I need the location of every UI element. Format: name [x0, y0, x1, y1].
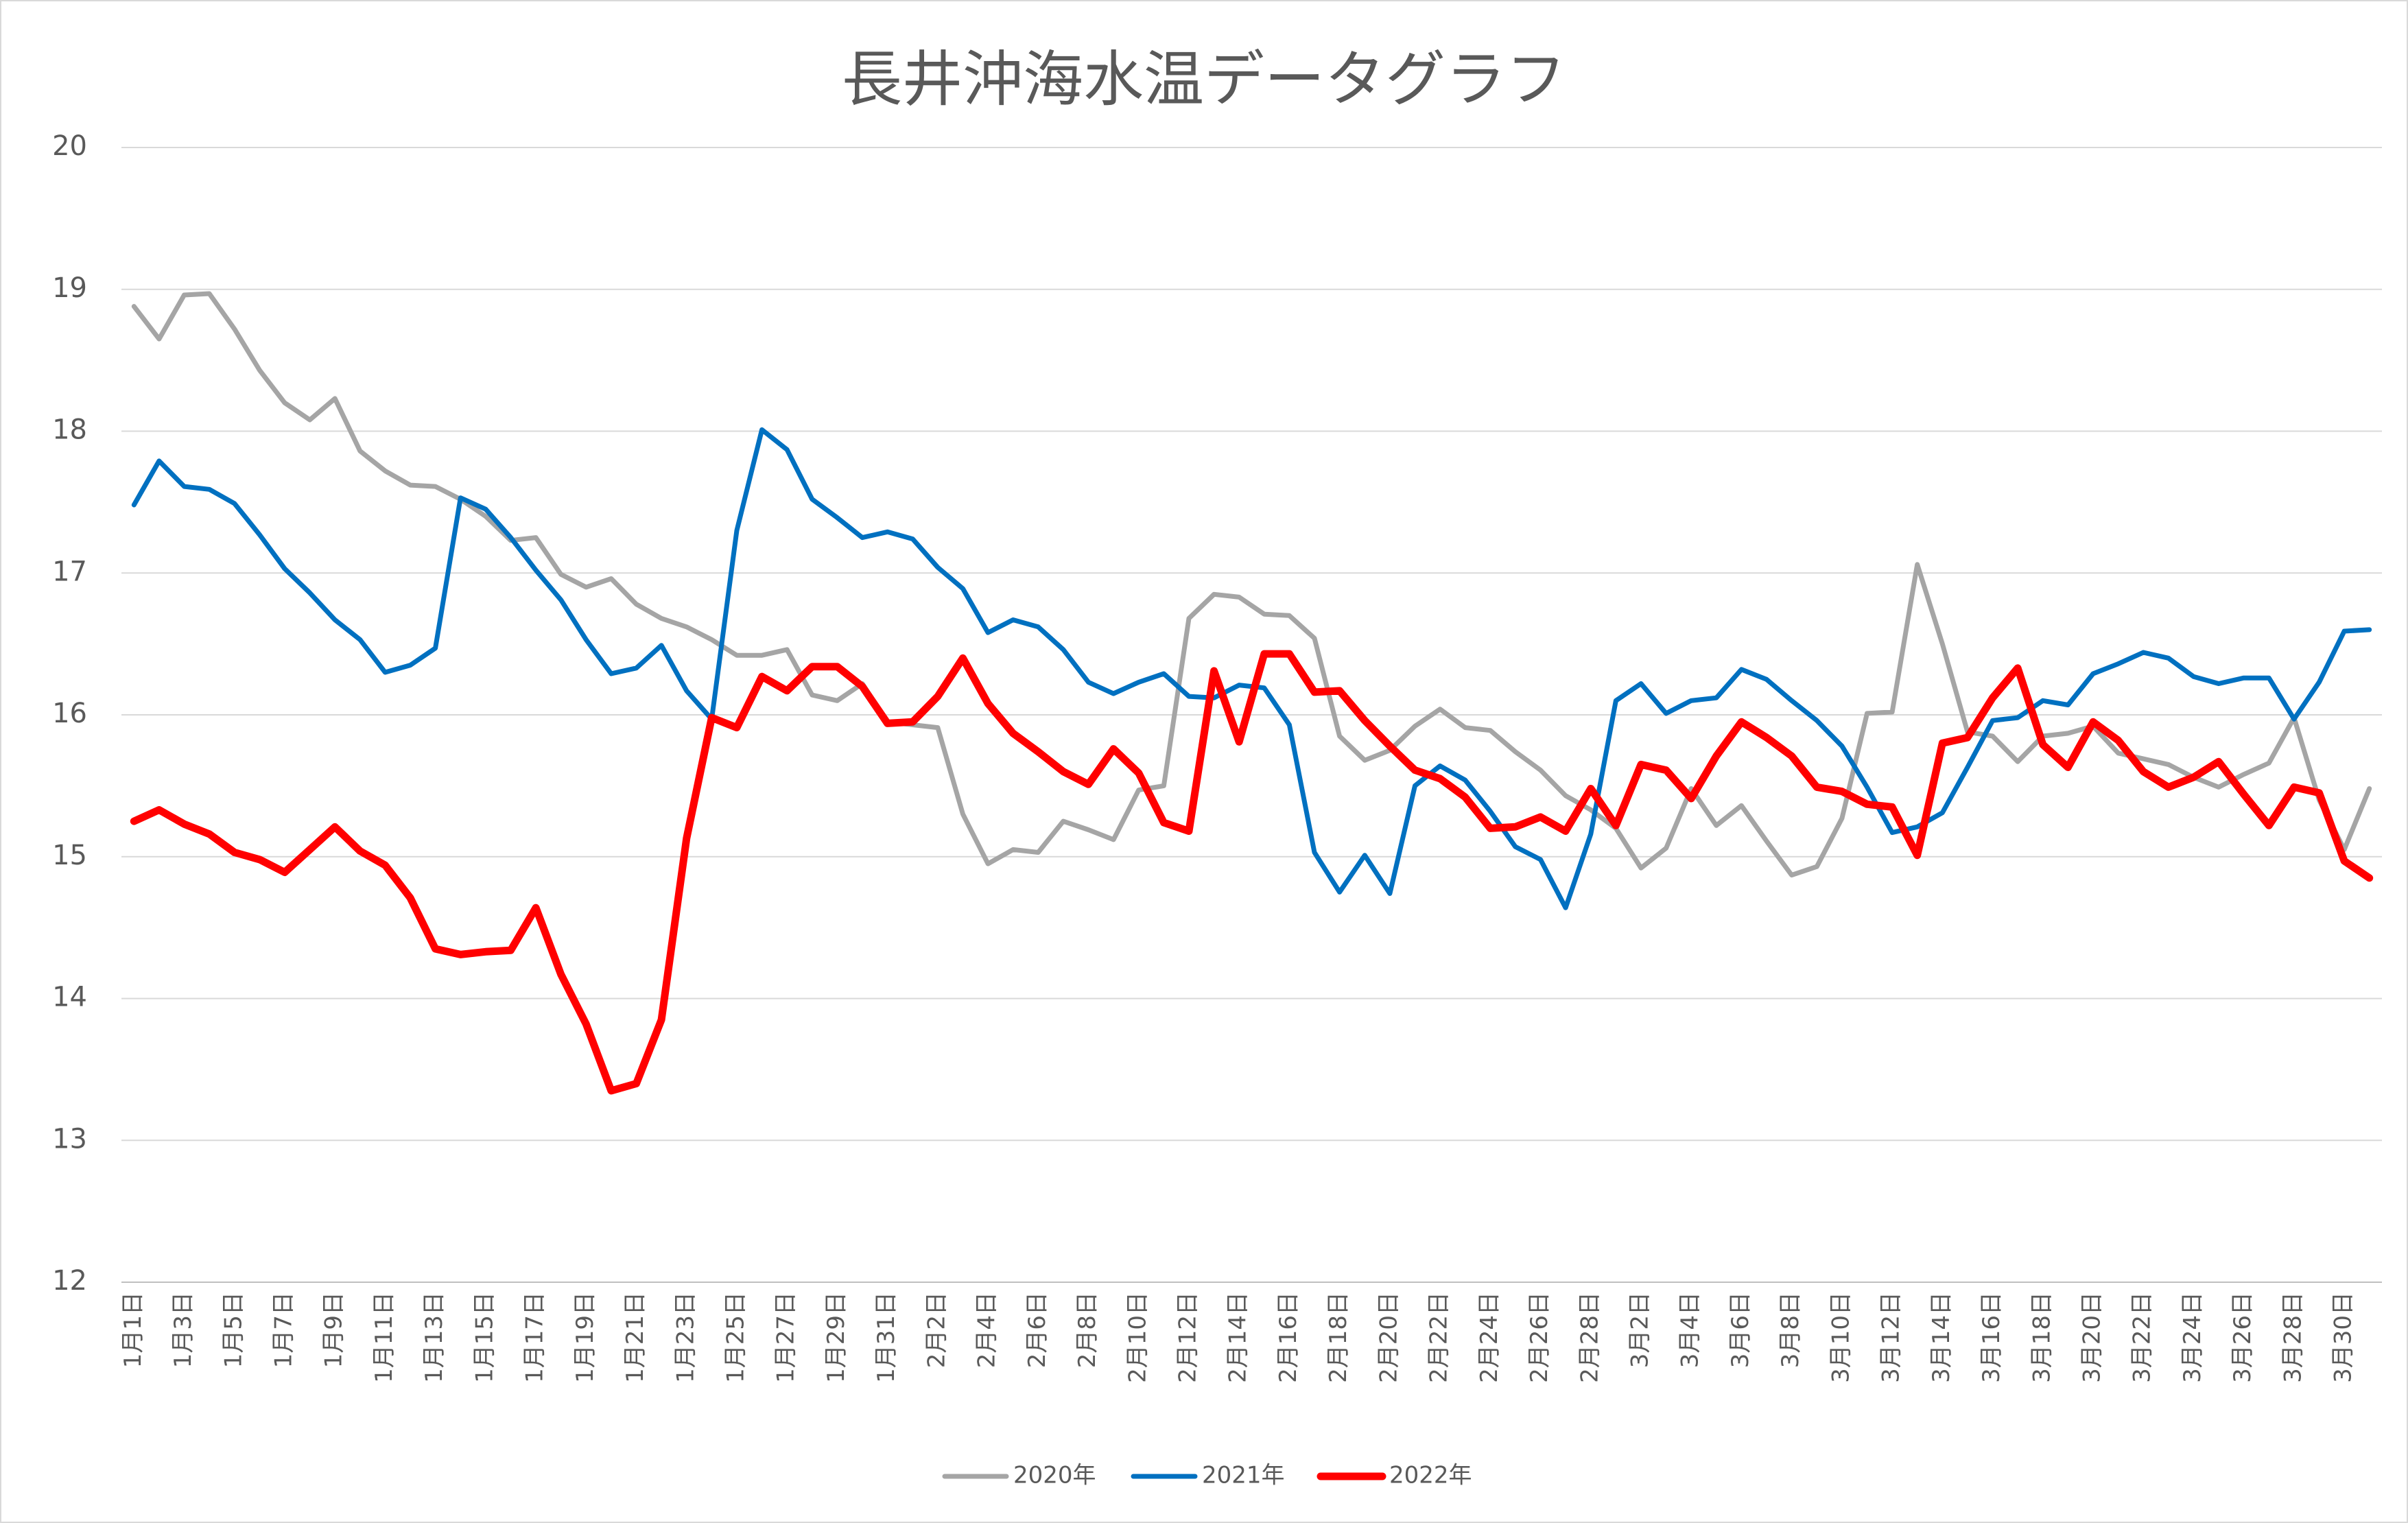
x-tick-label: 2月14日: [1225, 1292, 1252, 1383]
x-tick-label: 2月24日: [1476, 1292, 1503, 1383]
x-tick-label: 1月5日: [220, 1292, 247, 1368]
x-tick-label: 3月24日: [2179, 1292, 2206, 1383]
x-tick-label: 2月16日: [1275, 1292, 1302, 1383]
x-tick-label: 2月6日: [1024, 1292, 1051, 1368]
x-tick-label: 1月23日: [672, 1292, 699, 1383]
x-tick-label: 2月8日: [1074, 1292, 1101, 1368]
x-tick-label: 1月19日: [571, 1292, 599, 1383]
x-tick-label: 2月18日: [1325, 1292, 1352, 1383]
x-tick-label: 3月12日: [1878, 1292, 1905, 1383]
x-tick-label: 2月4日: [973, 1292, 1001, 1368]
x-tick-label: 1月31日: [873, 1292, 900, 1383]
x-tick-label: 1月7日: [270, 1292, 297, 1368]
x-tick-label: 2月20日: [1375, 1292, 1402, 1383]
x-tick-label: 3月10日: [1827, 1292, 1854, 1383]
x-tick-label: 1月17日: [521, 1292, 549, 1383]
y-tick-label: 19: [52, 272, 87, 304]
x-tick-label: 2月22日: [1426, 1292, 1453, 1383]
x-tick-label: 2月2日: [923, 1292, 950, 1368]
y-tick-label: 20: [52, 130, 87, 162]
y-tick-label: 13: [52, 1123, 87, 1155]
x-tick-label: 3月2日: [1626, 1292, 1653, 1368]
y-tick-label: 14: [52, 982, 87, 1013]
x-tick-label: 3月30日: [2330, 1292, 2357, 1383]
legend-label: 2022年: [1389, 1462, 1472, 1489]
x-tick-label: 1月27日: [772, 1292, 800, 1383]
y-tick-label: 18: [52, 414, 87, 446]
x-tick-label: 1月13日: [421, 1292, 448, 1383]
y-tick-label: 12: [52, 1265, 87, 1297]
y-tick-label: 15: [52, 840, 87, 871]
legend-label: 2020年: [1013, 1462, 1096, 1489]
x-tick-label: 2月12日: [1174, 1292, 1201, 1383]
y-tick-label: 16: [52, 698, 87, 729]
y-tick-label: 17: [52, 556, 87, 587]
x-tick-label: 3月6日: [1727, 1292, 1754, 1368]
x-tick-label: 3月22日: [2129, 1292, 2156, 1383]
x-tick-label: 3月26日: [2229, 1292, 2256, 1383]
x-tick-label: 1月9日: [320, 1292, 348, 1368]
x-tick-label: 1月29日: [823, 1292, 850, 1383]
x-tick-label: 2月10日: [1124, 1292, 1151, 1383]
data-line: [130, 650, 2374, 1095]
legend-label: 2021年: [1202, 1462, 1285, 1489]
x-tick-label: 1月1日: [119, 1292, 147, 1368]
x-tick-label: 1月25日: [722, 1292, 749, 1383]
x-tick-label: 3月8日: [1777, 1292, 1804, 1368]
x-tick-label: 1月21日: [622, 1292, 649, 1383]
x-tick-label: 1月3日: [169, 1292, 197, 1368]
x-tick-label: 3月20日: [2078, 1292, 2105, 1383]
x-tick-label: 1月11日: [370, 1292, 398, 1383]
x-tick-label: 3月4日: [1677, 1292, 1704, 1368]
chart-title: 長井沖海水温データグラフ: [842, 44, 1566, 115]
x-tick-label: 1月15日: [471, 1292, 498, 1383]
x-tick-label: 3月14日: [1928, 1292, 1955, 1383]
x-tick-label: 3月16日: [1978, 1292, 2005, 1383]
x-tick-label: 3月28日: [2279, 1292, 2306, 1383]
x-tick-label: 3月18日: [2028, 1292, 2055, 1383]
x-tick-label: 2月28日: [1576, 1292, 1603, 1383]
x-tick-label: 2月26日: [1526, 1292, 1553, 1383]
